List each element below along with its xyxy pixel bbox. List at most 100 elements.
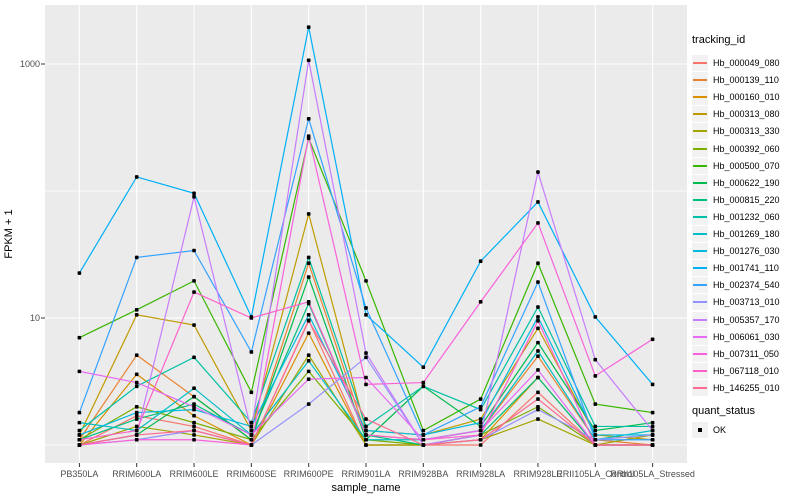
x-tick-label-RRIM901LA: RRIM901LA <box>341 469 391 479</box>
legend-key-box <box>692 106 708 123</box>
data-point <box>536 200 540 204</box>
data-point <box>536 261 540 266</box>
data-point <box>77 437 82 442</box>
data-point <box>536 390 540 395</box>
data-point <box>593 433 598 437</box>
legend-item-label: Hb_067118_010 <box>713 365 779 376</box>
data-point <box>192 386 196 391</box>
data-point <box>249 443 254 447</box>
legend-line-swatch-icon <box>693 301 707 304</box>
legend-item-label: Hb_001276_030 <box>713 246 780 257</box>
data-point <box>306 275 311 279</box>
data-point <box>364 279 368 283</box>
data-point <box>593 315 598 319</box>
data-point <box>306 319 311 323</box>
data-point <box>364 312 368 317</box>
legend-line-swatch-icon <box>693 62 707 64</box>
data-point <box>536 340 540 345</box>
legend-line-swatch-icon <box>693 318 707 321</box>
data-point <box>650 410 655 415</box>
legend-line-swatch-icon <box>693 130 707 133</box>
point-marker-icon <box>698 428 702 432</box>
legend-line-swatch-icon <box>693 352 707 355</box>
data-point <box>306 58 311 63</box>
data-point <box>249 350 254 354</box>
data-point <box>134 353 139 357</box>
legend-key-box <box>692 89 708 106</box>
data-point <box>650 420 655 425</box>
legend-line-swatch-icon <box>693 335 707 338</box>
legend-item-label: Hb_146255_010 <box>713 382 780 393</box>
data-point <box>306 377 311 381</box>
data-point <box>478 397 483 401</box>
legend-line-swatch-icon <box>693 386 707 389</box>
data-point <box>134 410 139 415</box>
data-point <box>249 428 254 433</box>
legend-item-label: Hb_000160_010 <box>713 92 780 103</box>
legend-item-label: Hb_003713_010 <box>713 297 780 308</box>
legend-key-box <box>692 72 708 89</box>
legend-key-box <box>692 379 708 396</box>
data-point <box>421 433 426 437</box>
data-point <box>364 351 368 355</box>
data-point <box>306 134 311 139</box>
legend-line-swatch-icon <box>693 369 707 372</box>
data-point <box>192 191 196 196</box>
data-point <box>650 433 655 437</box>
data-point <box>134 312 139 317</box>
data-point <box>364 433 368 437</box>
data-point <box>192 355 196 360</box>
x-tick-label-RRIM600PE: RRIM600PE <box>283 469 334 479</box>
data-point <box>192 394 196 399</box>
data-point <box>478 404 483 409</box>
data-point <box>249 420 254 425</box>
legend-key-box <box>692 362 708 379</box>
x-tick-label-RRIM600SE: RRIM600SE <box>226 469 277 479</box>
data-point <box>306 369 311 374</box>
x-tick-label-RRIM600LE: RRIM600LE <box>169 469 219 479</box>
data-point <box>192 424 196 429</box>
legend-key-box <box>692 294 708 311</box>
data-point <box>364 382 368 387</box>
data-point <box>134 380 139 385</box>
legend-key-box <box>692 140 708 157</box>
legend-line-swatch-icon <box>693 267 707 270</box>
legend-item-label: Hb_000139_110 <box>713 75 779 86</box>
legend-key-box <box>692 345 708 362</box>
data-point <box>77 335 82 340</box>
data-point <box>536 404 540 409</box>
data-point <box>77 428 82 433</box>
data-point <box>536 407 540 412</box>
data-point <box>77 410 82 415</box>
data-point <box>77 420 82 425</box>
legend-line-swatch-icon <box>693 233 707 235</box>
legend-item-label: OK <box>713 425 727 435</box>
data-point <box>478 437 483 442</box>
data-point <box>249 433 254 437</box>
legend-key-box <box>692 191 708 208</box>
data-point <box>478 443 483 447</box>
legend-item-label: Hb_001269_180 <box>713 229 780 239</box>
x-tick-label-PB350LA: PB350LA <box>60 469 99 479</box>
data-point <box>192 195 196 199</box>
data-point <box>249 424 254 429</box>
data-point <box>364 417 368 421</box>
x-tick-label-RRIM928LA: RRIM928LA <box>456 469 506 479</box>
legend-title-quant-status: quant_status <box>692 405 755 417</box>
legend-line-swatch-icon <box>693 250 707 253</box>
data-point <box>134 404 139 409</box>
legend-line-swatch-icon <box>693 147 707 150</box>
x-tick-label-RRIM928LE: RRIM928LE <box>513 469 563 479</box>
data-point <box>478 420 483 425</box>
legend-item-label: Hb_005357_170 <box>713 314 780 325</box>
data-point <box>536 305 540 309</box>
legend-line-swatch-icon <box>693 181 707 184</box>
legend-item-label: Hb_000500_070 <box>713 160 780 171</box>
legend-key-box <box>692 208 708 225</box>
legend-item-label: Hb_000049_080 <box>713 58 780 68</box>
data-point <box>134 372 139 377</box>
data-point <box>536 326 540 331</box>
legend-key-box <box>692 55 708 71</box>
legend-key-box <box>692 328 708 345</box>
